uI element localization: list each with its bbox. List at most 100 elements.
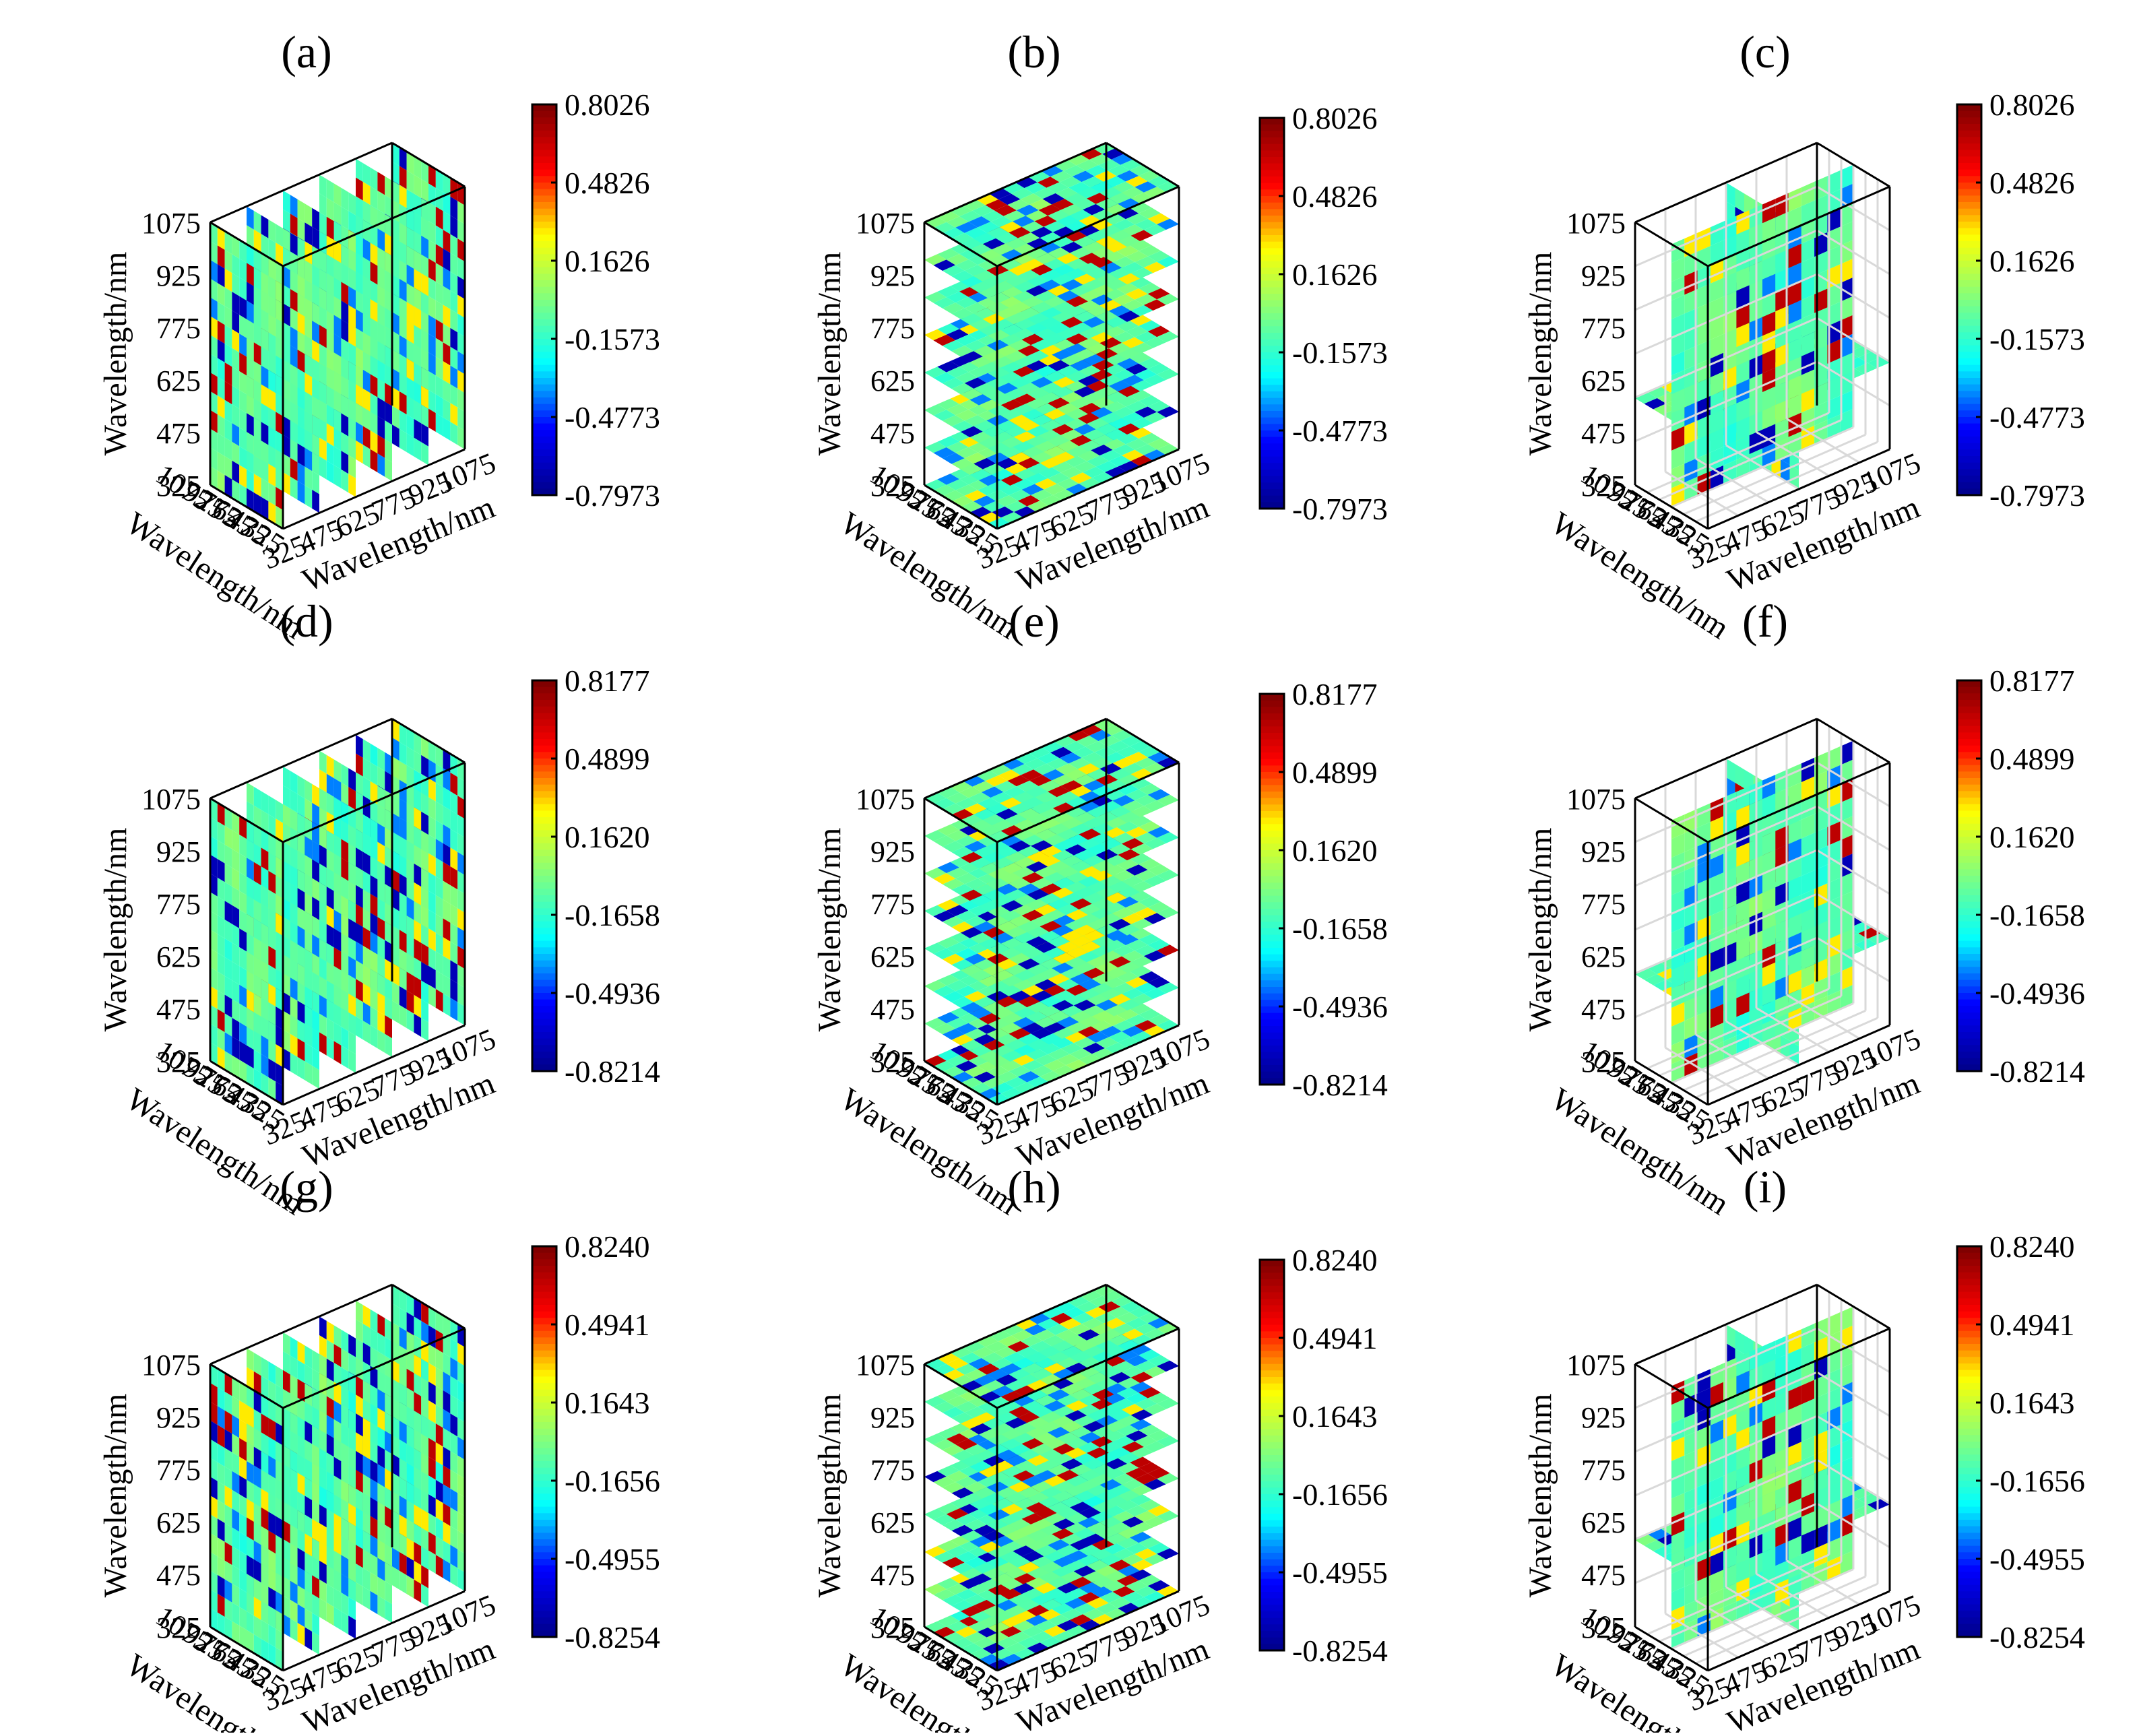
colorbar-segment	[1260, 203, 1284, 210]
colorbar-tick-label: 0.8026	[1989, 88, 2075, 122]
colorbar-segment	[1260, 857, 1284, 864]
colorbar-segment	[532, 1052, 556, 1058]
colorbar-segment	[532, 482, 556, 489]
colorbar-segment	[532, 895, 556, 902]
colorbar-segment	[1260, 255, 1284, 261]
colorbar-segment	[1260, 1065, 1284, 1072]
panel-label: (c)	[1739, 26, 1790, 77]
colorbar-segment	[532, 810, 556, 817]
colorbar-segment	[532, 804, 556, 811]
colorbar-segment	[1260, 457, 1284, 463]
colorbar-segment	[532, 150, 556, 157]
colorbar-segment	[532, 417, 556, 424]
colorbar-segment	[1957, 248, 1981, 255]
colorbar-segment	[1957, 430, 1981, 437]
colorbar-segment	[1260, 974, 1284, 981]
colorbar-segment	[532, 693, 556, 700]
colorbar-segment	[532, 902, 556, 909]
z-tick-label: 475	[156, 417, 201, 450]
colorbar-segment	[532, 954, 556, 961]
colorbar-tick-label: 0.4826	[565, 166, 650, 200]
z-axis-label: Wavelength/nm	[812, 828, 848, 1032]
colorbar-segment	[1957, 693, 1981, 700]
colorbar-segment	[1957, 726, 1981, 733]
z-tick-label: 775	[870, 888, 915, 921]
colorbar-tick-label: -0.4936	[1292, 990, 1388, 1024]
colorbar-segment	[1260, 176, 1284, 183]
colorbar-segment	[1957, 732, 1981, 739]
colorbar-segment	[1957, 319, 1981, 326]
z-tick-label: 775	[156, 312, 201, 345]
colorbar-segment	[532, 1006, 556, 1012]
colorbar-segment	[1260, 818, 1284, 825]
colorbar-segment	[532, 397, 556, 404]
colorbar-tick-label: 0.8026	[565, 88, 650, 122]
colorbar-segment	[532, 849, 556, 856]
colorbar-segment	[1957, 397, 1981, 404]
colorbar-segment	[532, 326, 556, 333]
colorbar-segment	[532, 778, 556, 785]
colorbar-segment	[532, 300, 556, 307]
colorbar-segment	[1957, 215, 1981, 222]
colorbar-segment	[1957, 163, 1981, 170]
colorbar-segment	[1957, 300, 1981, 307]
y-tick-label: 1075	[1858, 446, 1925, 499]
colorbar-segment	[532, 837, 556, 843]
colorbar-segment	[532, 889, 556, 895]
colorbar-segment	[532, 430, 556, 437]
colorbar-segment	[1957, 843, 1981, 850]
colorbar-segment	[1260, 811, 1284, 818]
z-tick-label: 625	[1581, 364, 1626, 397]
colorbar-segment	[1260, 948, 1284, 955]
colorbar-segment	[1957, 765, 1981, 772]
colorbar-tick-label: -0.1573	[1292, 335, 1388, 370]
colorbar-segment	[1260, 882, 1284, 889]
colorbar-segment	[1260, 470, 1284, 476]
colorbar-segment	[1260, 385, 1284, 391]
z-tick-label: 1075	[1566, 207, 1626, 240]
colorbar-segment	[1260, 476, 1284, 483]
colorbar-segment	[532, 967, 556, 973]
colorbar-segment	[1260, 967, 1284, 974]
colorbar-segment	[532, 876, 556, 882]
z-tick-label: 625	[156, 940, 201, 973]
colorbar-segment	[1957, 111, 1981, 118]
colorbar-segment	[1260, 994, 1284, 1000]
y-tick-label: 1075	[433, 446, 501, 499]
colorbar-segment	[532, 973, 556, 980]
colorbar-segment	[1957, 150, 1981, 157]
colorbar-tick-label: -0.7973	[565, 478, 660, 513]
colorbar-segment	[1260, 752, 1284, 759]
colorbar-segment	[1260, 287, 1284, 294]
colorbar-segment	[532, 719, 556, 726]
colorbar-segment	[1957, 234, 1981, 241]
colorbar-segment	[1957, 778, 1981, 785]
colorbar-segment	[1957, 261, 1981, 267]
colorbar-segment	[532, 352, 556, 358]
z-tick-label: 475	[870, 417, 915, 450]
colorbar-segment	[1260, 391, 1284, 398]
panel-d: (d)3254756257759251075Wavelength/nm10759…	[98, 596, 660, 1222]
colorbar-segment	[532, 863, 556, 870]
colorbar-segment	[1260, 209, 1284, 216]
colorbar-segment	[1957, 371, 1981, 378]
colorbar-segment	[532, 385, 556, 391]
colorbar-tick-label: 0.8177	[565, 664, 650, 698]
colorbar-segment	[532, 287, 556, 294]
colorbar-segment	[1260, 733, 1284, 740]
z-tick-label: 475	[870, 993, 915, 1026]
colorbar-segment	[532, 476, 556, 482]
colorbar-segment	[1260, 333, 1284, 340]
colorbar-segment	[532, 687, 556, 694]
colorbar-segment	[532, 856, 556, 863]
colorbar-segment	[532, 143, 556, 150]
colorbar-segment	[1957, 810, 1981, 817]
z-tick-label: 625	[870, 940, 915, 973]
colorbar-segment	[1957, 837, 1981, 843]
colorbar-segment	[1260, 896, 1284, 903]
